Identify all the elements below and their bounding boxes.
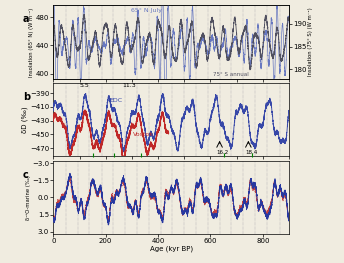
Text: 11.3: 11.3 <box>122 83 136 88</box>
Y-axis label: Insolation (75° S) (W m⁻²): Insolation (75° S) (W m⁻²) <box>308 8 313 76</box>
Text: 5.5: 5.5 <box>80 83 90 88</box>
Y-axis label: δ¹⁸O-marine (‰): δ¹⁸O-marine (‰) <box>26 175 31 220</box>
Text: b: b <box>23 92 30 102</box>
Text: 16.2: 16.2 <box>216 150 228 155</box>
Text: c: c <box>23 170 29 180</box>
Text: EDC: EDC <box>110 98 123 103</box>
Text: a: a <box>23 14 29 24</box>
Text: Vostok: Vostok <box>133 133 154 138</box>
Y-axis label: δD (‰): δD (‰) <box>22 106 29 133</box>
Text: 75° S annual: 75° S annual <box>213 73 249 78</box>
Text: 18.4: 18.4 <box>245 150 258 155</box>
X-axis label: Age (kyr BP): Age (kyr BP) <box>150 246 193 252</box>
Text: 65° N July: 65° N July <box>131 8 162 13</box>
Y-axis label: Insolation (65° N) (W m⁻²): Insolation (65° N) (W m⁻²) <box>29 7 34 77</box>
